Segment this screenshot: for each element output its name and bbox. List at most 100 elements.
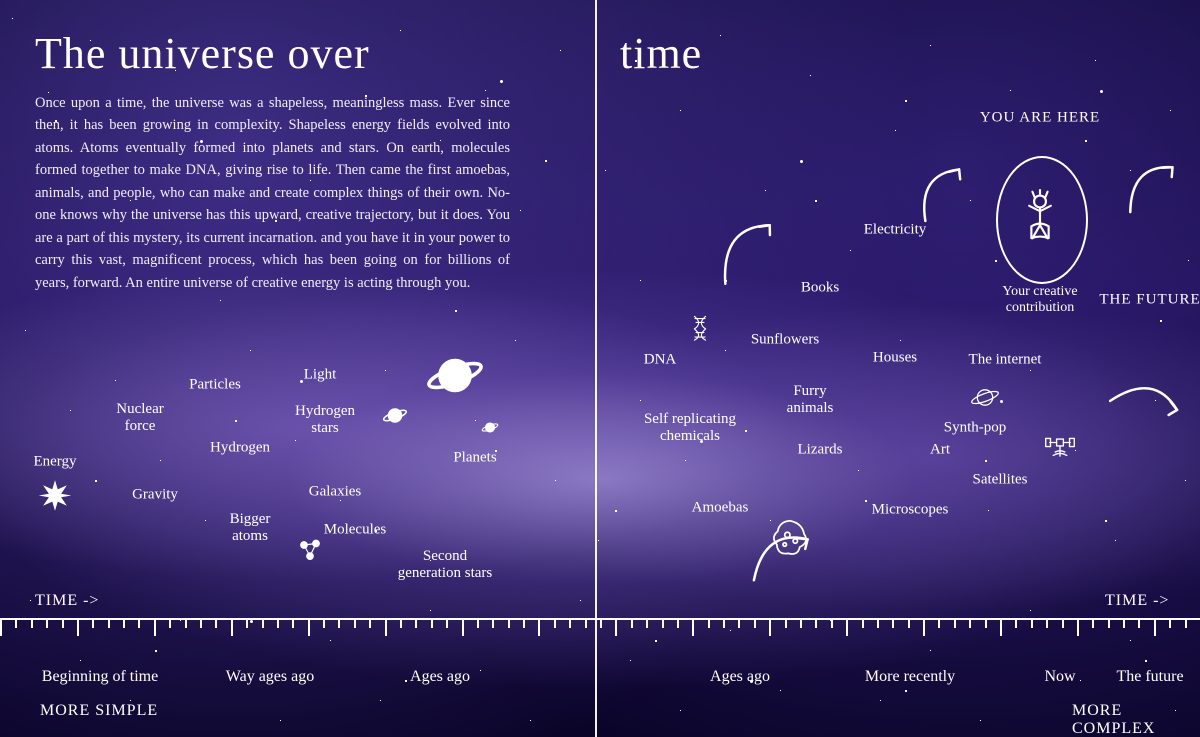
saturn-tiny-icon [481, 419, 499, 442]
planet-outline-icon [969, 382, 1001, 419]
ruler-tick [969, 618, 971, 628]
concept-label: The internet [969, 352, 1042, 369]
ruler-tick [277, 618, 279, 628]
concept-label: Hydrogenstars [295, 403, 355, 437]
ruler-tick [0, 618, 2, 636]
intro-paragraph: Once upon a time, the universe was a sha… [35, 92, 510, 294]
concept-label: DNA [644, 352, 677, 369]
ruler-tick [138, 618, 140, 628]
ruler-tick [169, 618, 171, 628]
ruler-tick [246, 618, 248, 628]
time-axis-label-right: TIME -> [1105, 592, 1169, 610]
timeline-label: Ages ago [410, 668, 470, 686]
ruler-tick [954, 618, 956, 628]
concept-label: Gravity [132, 487, 178, 504]
concept-label: Hydrogen [210, 440, 270, 457]
ruler-tick [1185, 618, 1187, 628]
ruler-tick [323, 618, 325, 628]
concept-label: Furryanimals [787, 383, 834, 417]
ruler-tick [1000, 618, 1002, 636]
time-axis-label-left: TIME -> [35, 592, 99, 610]
saturn-large-icon [425, 346, 485, 411]
ruler-tick [769, 618, 771, 636]
ruler-tick [1031, 618, 1033, 628]
ruler-tick [1092, 618, 1094, 628]
you-are-here-label: YOU ARE HERE [980, 110, 1100, 127]
concept-label: Amoebas [692, 500, 749, 517]
timeline-label: Beginning of time [42, 668, 158, 686]
ruler-tick [46, 618, 48, 628]
ruler-tick [446, 618, 448, 628]
ruler-tick [185, 618, 187, 628]
ruler-tick [215, 618, 217, 628]
ruler-tick [1077, 618, 1079, 636]
ruler-tick [677, 618, 679, 628]
ruler-tick [108, 618, 110, 628]
concept-label: Microscopes [872, 502, 949, 519]
starfield-large [0, 0, 3, 3]
ruler-tick [77, 618, 79, 636]
arrow-2 [697, 198, 804, 297]
you-are-here-oval [996, 156, 1088, 284]
ruler-tick [92, 618, 94, 628]
concept-label: Satellites [973, 472, 1028, 489]
ruler-tick [877, 618, 879, 628]
timeline-label: Now [1044, 668, 1075, 686]
starburst-icon [38, 479, 72, 518]
arrow-5 [1099, 355, 1200, 454]
ruler-tick [1123, 618, 1125, 628]
concept-label: Houses [873, 350, 917, 367]
ruler-tick [662, 618, 664, 628]
concept-label: Galaxies [309, 484, 361, 501]
ruler-tick [723, 618, 725, 628]
ruler-tick [1108, 618, 1110, 628]
ruler-tick [846, 618, 848, 636]
arrow-1 [740, 516, 830, 594]
ruler-tick [385, 618, 387, 636]
ruler-tick [354, 618, 356, 628]
concept-label: Energy [33, 454, 76, 471]
you-are-here-caption: Your creativecontribution [1002, 284, 1077, 316]
satellite-icon [1043, 426, 1077, 465]
concept-label: Art [930, 442, 950, 459]
ruler-tick [646, 618, 648, 628]
ruler-tick [892, 618, 894, 628]
ruler-tick [338, 618, 340, 628]
ruler-tick [815, 618, 817, 628]
ruler-tick [262, 618, 264, 628]
concept-label: Electricity [864, 222, 926, 239]
concept-label: Particles [189, 377, 241, 394]
ruler-tick [1138, 618, 1140, 628]
concept-label: Nuclearforce [116, 401, 163, 435]
ruler-tick [492, 618, 494, 628]
ruler-tick [738, 618, 740, 628]
ruler-tick [31, 618, 33, 628]
ruler-tick [308, 618, 310, 636]
infographic-stage: The universe over time Once upon a time,… [0, 0, 1200, 737]
concept-label: Synth-pop [944, 420, 1007, 437]
ruler-tick [1062, 618, 1064, 628]
ruler-tick [554, 618, 556, 628]
ruler-tick [692, 618, 694, 636]
ruler-tick [62, 618, 64, 628]
concept-label: Self replicatingchemicals [644, 411, 736, 445]
ruler-tick [431, 618, 433, 628]
ruler-tick [923, 618, 925, 636]
ruler-tick [1154, 618, 1156, 636]
ruler-tick [831, 618, 833, 628]
ruler-tick [908, 618, 910, 628]
ruler-tick [754, 618, 756, 628]
saturn-small-icon [382, 403, 408, 434]
concept-label: Sunflowers [751, 332, 819, 349]
title-left: The universe over [35, 28, 370, 79]
ruler-tick [369, 618, 371, 628]
ruler-tick [615, 618, 617, 636]
ruler-tick [292, 618, 294, 628]
concept-label: Lizards [798, 442, 843, 459]
timeline-label: More recently [865, 668, 955, 686]
ruler-tick [800, 618, 802, 628]
ruler-tick [985, 618, 987, 628]
timeline-label: Way ages ago [226, 668, 314, 686]
ruler-tick [231, 618, 233, 636]
ruler-tick [1015, 618, 1017, 628]
